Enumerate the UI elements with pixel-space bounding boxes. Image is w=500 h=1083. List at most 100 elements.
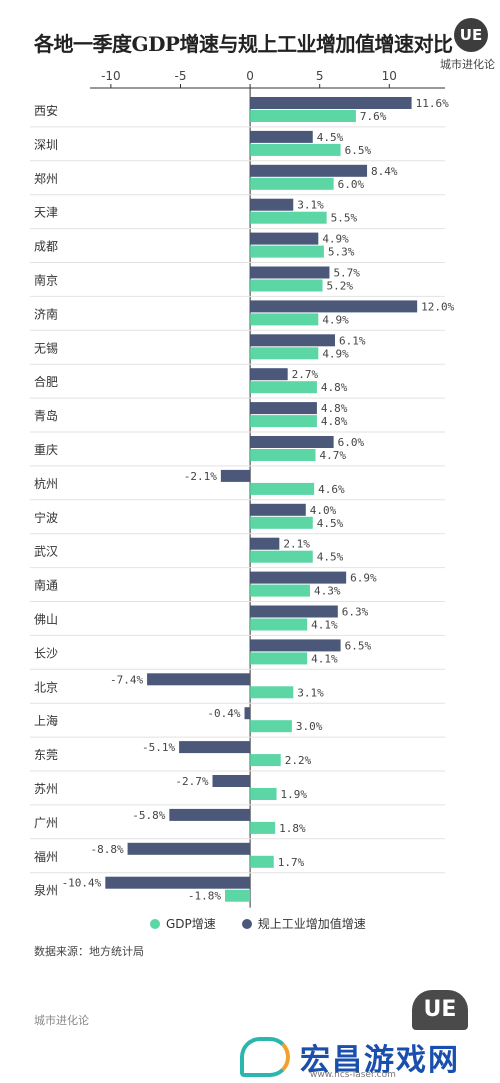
- industry-bar: [250, 605, 338, 618]
- industry-value-label: 4.9%: [322, 233, 349, 246]
- gdp-bar: [250, 618, 308, 631]
- industry-value-label: -2.7%: [175, 775, 208, 788]
- industry-value-label: 6.1%: [339, 334, 366, 347]
- brand-name: 城市进化论: [440, 58, 495, 71]
- category-label: 天津: [34, 206, 58, 220]
- gdp-bar: [250, 720, 292, 733]
- gdp-bar: [250, 177, 334, 190]
- gdp-value-label: 4.8%: [321, 415, 348, 428]
- chart-title: 各地一季度GDP增速与规上工业增加值增速对比: [34, 32, 453, 56]
- industry-bar: [169, 808, 251, 821]
- category-label: 南京: [34, 272, 58, 287]
- gdp-value-label: 1.7%: [278, 856, 305, 869]
- gdp-value-label: 4.3%: [314, 585, 341, 598]
- industry-value-label: -0.4%: [207, 707, 240, 720]
- gdp-value-label: 4.9%: [322, 347, 349, 360]
- gdp-value-label: 3.0%: [296, 720, 323, 733]
- category-label: 郑州: [34, 171, 58, 186]
- gdp-value-label: 4.7%: [320, 449, 347, 462]
- industry-bar: [179, 741, 251, 754]
- industry-value-label: 6.0%: [338, 436, 365, 449]
- category-label: 深圳: [34, 138, 58, 152]
- industry-bar: [250, 164, 368, 177]
- gdp-bar: [250, 381, 317, 394]
- category-label: 东莞: [34, 748, 58, 762]
- industry-bar: [250, 503, 306, 516]
- gdp-value-label: 5.2%: [326, 280, 353, 293]
- legend-gdp-label: GDP增速: [166, 917, 216, 931]
- chart-legend: GDP增速 规上工业增加值增速: [150, 915, 366, 932]
- industry-value-label: 6.5%: [345, 639, 372, 652]
- industry-bar: [212, 775, 251, 787]
- gdp-bar: [250, 821, 276, 834]
- x-tick-label: -5: [175, 69, 187, 83]
- gdp-value-label: 4.1%: [311, 652, 338, 665]
- industry-value-label: 4.5%: [317, 131, 344, 144]
- gdp-bar: [250, 110, 356, 122]
- gdp-value-label: 4.6%: [318, 483, 345, 496]
- watermark-text: 宏昌游戏网: [300, 1042, 460, 1078]
- legend-gdp-swatch: [150, 918, 160, 929]
- gdp-bar: [250, 652, 308, 665]
- gdp-value-label: 1.8%: [279, 822, 306, 835]
- category-label: 无锡: [34, 340, 58, 355]
- gdp-value-label: 4.8%: [321, 381, 348, 394]
- category-label: 重庆: [34, 443, 58, 457]
- category-label: 北京: [34, 680, 58, 694]
- industry-bar: [250, 639, 341, 652]
- gdp-bar: [250, 754, 281, 767]
- gdp-bar: [250, 279, 323, 292]
- industry-value-label: 5.7%: [333, 267, 360, 280]
- gdp-bar: [250, 482, 315, 495]
- gdp-bar: [250, 550, 313, 563]
- industry-bar: [250, 368, 288, 381]
- x-tick-label: 10: [382, 69, 397, 83]
- industry-bar: [127, 842, 251, 855]
- gdp-bar: [250, 449, 316, 461]
- dragon-logo-icon: [240, 1036, 290, 1077]
- gdp-bar: [250, 245, 324, 258]
- industry-bar: [105, 876, 251, 889]
- gdp-value-label: 6.0%: [338, 178, 365, 191]
- gdp-bar: [250, 686, 294, 699]
- industry-bar: [250, 130, 313, 143]
- industry-value-label: 4.8%: [321, 402, 348, 415]
- industry-bar: [250, 436, 334, 448]
- industry-bar: [220, 469, 251, 482]
- industry-value-label: 4.0%: [310, 504, 337, 517]
- industry-value-label: -7.4%: [110, 673, 143, 686]
- gdp-value-label: 2.2%: [285, 754, 312, 767]
- footer-logo: UE: [412, 990, 468, 1030]
- category-label: 广州: [34, 816, 58, 830]
- category-label: 合肥: [34, 374, 58, 389]
- industry-bar: [250, 334, 336, 347]
- category-label: 济南: [34, 306, 58, 321]
- industry-value-label: -10.4%: [62, 877, 102, 890]
- category-label: 青岛: [34, 408, 58, 423]
- gdp-value-label: 7.6%: [360, 110, 387, 123]
- category-label: 南通: [34, 578, 58, 593]
- footer-brand: 城市进化论: [34, 1014, 89, 1027]
- gdp-value-label: 4.1%: [311, 619, 338, 632]
- industry-value-label: -5.8%: [132, 809, 165, 822]
- gdp-value-label: 4.5%: [317, 551, 344, 564]
- industry-value-label: 2.7%: [292, 368, 319, 381]
- category-label: 长沙: [34, 646, 58, 660]
- gdp-bar: [250, 788, 277, 800]
- industry-value-label: 6.3%: [342, 606, 369, 619]
- brand-logo: UE: [454, 18, 488, 52]
- industry-bar: [244, 707, 251, 720]
- industry-value-label: -8.8%: [90, 843, 123, 856]
- industry-bar: [250, 266, 330, 279]
- industry-bar: [250, 232, 319, 245]
- gdp-value-label: 6.5%: [345, 144, 372, 157]
- industry-bar: [147, 673, 251, 686]
- industry-value-label: 6.9%: [350, 572, 377, 585]
- industry-value-label: -5.1%: [142, 741, 175, 754]
- x-tick-label: 0: [246, 69, 254, 83]
- industry-bar: [250, 537, 280, 550]
- gdp-bar: [250, 211, 327, 224]
- gdp-value-label: 3.1%: [297, 686, 324, 699]
- gdp-value-label: 5.3%: [328, 246, 355, 259]
- gdp-bar: [250, 313, 319, 326]
